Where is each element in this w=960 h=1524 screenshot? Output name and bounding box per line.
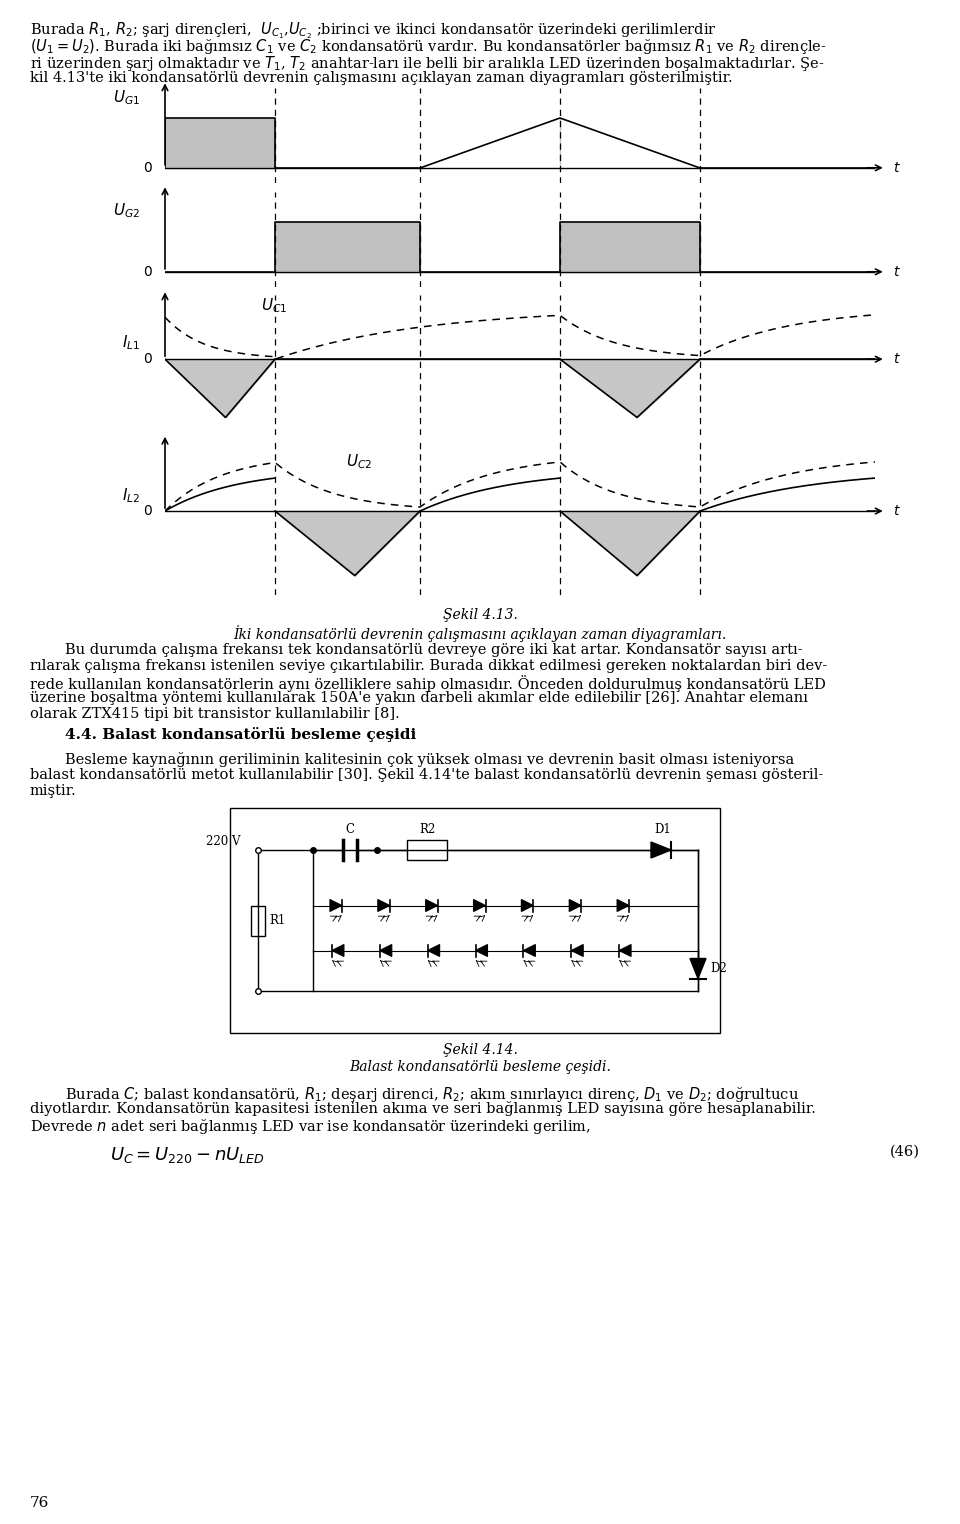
Text: $U_{C2}$: $U_{C2}$ xyxy=(346,453,372,471)
Text: $t$: $t$ xyxy=(893,504,900,518)
Polygon shape xyxy=(332,945,344,957)
Text: 0: 0 xyxy=(143,162,153,175)
Text: 220 V: 220 V xyxy=(205,835,240,847)
Text: $U_C = U_{220} - nU_{LED}$: $U_C = U_{220} - nU_{LED}$ xyxy=(110,1145,265,1164)
Text: Şekil 4.14.: Şekil 4.14. xyxy=(443,1042,517,1058)
Text: $t$: $t$ xyxy=(893,162,900,175)
Polygon shape xyxy=(651,841,671,858)
Text: $I_{L2}$: $I_{L2}$ xyxy=(122,486,140,504)
Polygon shape xyxy=(619,945,631,957)
Text: $t$: $t$ xyxy=(893,352,900,366)
Text: miştir.: miştir. xyxy=(30,783,77,799)
Text: Balast kondansatörlü besleme çeşidi.: Balast kondansatörlü besleme çeşidi. xyxy=(349,1061,611,1074)
Polygon shape xyxy=(617,899,629,911)
Text: D2: D2 xyxy=(710,962,727,975)
Text: Bu durumda çalışma frekansı tek kondansatörlü devreye göre iki kat artar. Kondan: Bu durumda çalışma frekansı tek kondansa… xyxy=(65,643,803,657)
Text: 0: 0 xyxy=(143,265,153,279)
Polygon shape xyxy=(475,945,488,957)
Text: 0: 0 xyxy=(143,352,153,366)
Polygon shape xyxy=(380,945,392,957)
Text: 76: 76 xyxy=(30,1497,49,1510)
Text: 4.4. Balast kondansatörlü besleme çeşidi: 4.4. Balast kondansatörlü besleme çeşidi xyxy=(65,727,417,742)
Text: olarak ZTX415 tipi bit transistor kullanılabilir [8].: olarak ZTX415 tipi bit transistor kullan… xyxy=(30,707,399,721)
Text: Burada $R_1$, $R_2$; şarj dirençleri,  $U_{C_1}$,$U_{C_2}$ ;birinci ve ikinci ko: Burada $R_1$, $R_2$; şarj dirençleri, $U… xyxy=(30,20,717,41)
Polygon shape xyxy=(571,945,584,957)
Text: $U_{C1}$: $U_{C1}$ xyxy=(261,297,287,315)
Text: Burada $C$; balast kondansatörü, $R_1$; deşarj direnci, $R_2$; akım sınırlayıcı : Burada $C$; balast kondansatörü, $R_1$; … xyxy=(65,1085,799,1103)
Polygon shape xyxy=(378,899,390,911)
Text: balast kondansatörlü metot kullanılabilir [30]. Şekil 4.14'te balast kondansatör: balast kondansatörlü metot kullanılabili… xyxy=(30,768,824,782)
Text: Şekil 4.13.: Şekil 4.13. xyxy=(443,608,517,622)
Text: Devrede $n$ adet seri bağlanmış LED var ise kondansatör üzerindeki gerilim,: Devrede $n$ adet seri bağlanmış LED var … xyxy=(30,1117,590,1135)
Text: $I_{L1}$: $I_{L1}$ xyxy=(122,334,140,352)
Polygon shape xyxy=(425,899,438,911)
Bar xyxy=(230,808,720,1033)
Text: (46): (46) xyxy=(890,1145,920,1158)
Text: $U_{G2}$: $U_{G2}$ xyxy=(113,201,140,221)
Polygon shape xyxy=(523,945,536,957)
Text: R2: R2 xyxy=(419,823,435,837)
Polygon shape xyxy=(521,899,534,911)
Text: kil 4.13'te iki kondansatörlü devrenin çalışmasını açıklayan zaman diyagramları : kil 4.13'te iki kondansatörlü devrenin ç… xyxy=(30,72,732,85)
Text: diyotlardır. Kondansatörün kapasitesi istenilen akıma ve seri bağlanmış LED sayı: diyotlardır. Kondansatörün kapasitesi is… xyxy=(30,1100,816,1116)
Text: $(U_1{=}U_2)$. Burada iki bağımsız $C_1$ ve $C_2$ kondansatörü vardır. Bu kondan: $(U_1{=}U_2)$. Burada iki bağımsız $C_1$… xyxy=(30,37,827,56)
Text: üzerine boşaltma yöntemi kullanılarak 150A'e yakın darbeli akımlar elde edilebil: üzerine boşaltma yöntemi kullanılarak 15… xyxy=(30,690,808,706)
Text: İki kondansatörlü devrenin çalışmasını açıklayan zaman diyagramları.: İki kondansatörlü devrenin çalışmasını a… xyxy=(233,625,727,642)
Text: C: C xyxy=(346,823,354,837)
Bar xyxy=(407,840,447,860)
Polygon shape xyxy=(330,899,342,911)
Text: rede kullanılan kondansatörlerin aynı özelliklere sahip olmasıdır. Önceden doldu: rede kullanılan kondansatörlerin aynı öz… xyxy=(30,675,826,692)
Bar xyxy=(251,905,265,936)
Polygon shape xyxy=(427,945,440,957)
Text: $U_{G1}$: $U_{G1}$ xyxy=(113,88,140,107)
Polygon shape xyxy=(690,959,706,978)
Polygon shape xyxy=(473,899,486,911)
Polygon shape xyxy=(569,899,581,911)
Text: R1: R1 xyxy=(269,914,285,927)
Text: Besleme kaynağının geriliminin kalitesinin çok yüksek olması ve devrenin basit o: Besleme kaynağının geriliminin kalitesin… xyxy=(65,751,794,767)
Text: ri üzerinden şarj olmaktadır ve $T_1$, $T_2$ anahtar-ları ile belli bir aralıkla: ri üzerinden şarj olmaktadır ve $T_1$, $… xyxy=(30,53,825,73)
Text: rılarak çalışma frekansı istenilen seviye çıkartılabilir. Burada dikkat edilmesi: rılarak çalışma frekansı istenilen seviy… xyxy=(30,658,828,674)
Text: 0: 0 xyxy=(143,504,153,518)
Text: $t$: $t$ xyxy=(893,265,900,279)
Text: D1: D1 xyxy=(655,823,671,837)
